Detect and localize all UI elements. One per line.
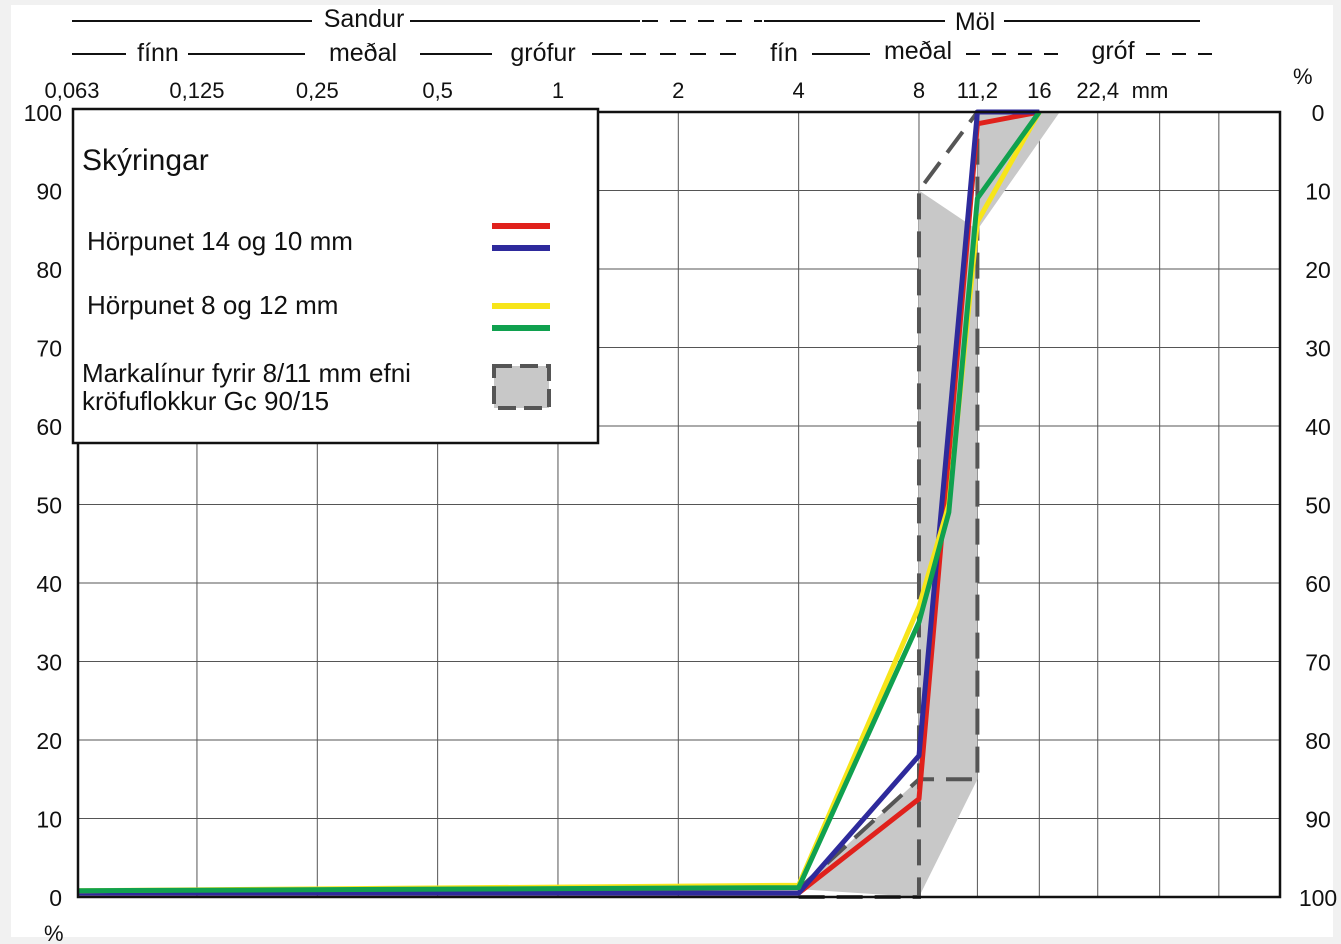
legend-swatch-envelope (492, 364, 551, 410)
x-tick: 8 (913, 78, 925, 103)
legend-title: Skýringar (82, 144, 209, 177)
x-axis: 0,063 0,125 0,25 0,5 1 2 4 8 11,2 16 22,4 (44, 78, 1119, 103)
x-tick: 2 (672, 78, 684, 103)
series-line-3 (77, 110, 1042, 894)
x-tick: 11,2 (957, 78, 998, 103)
y-unit-left: % (44, 921, 64, 944)
y-tick-right: 100 (1299, 885, 1337, 911)
x-tick: 0,125 (169, 78, 224, 103)
header-sandur: Sandur (324, 5, 405, 33)
envelope-area (798, 112, 1060, 897)
x-tick: 0,063 (44, 78, 99, 103)
header-medal-mol: meðal (884, 37, 952, 65)
y-tick-right: 20 (1305, 257, 1331, 283)
y-tick-left: 30 (36, 650, 62, 676)
x-tick: 22,4 (1076, 78, 1119, 103)
y-tick-left: 60 (36, 414, 62, 440)
y-tick-right: 90 (1305, 807, 1331, 833)
y-tick-left: 50 (36, 493, 62, 519)
x-tick: 0,25 (296, 78, 339, 103)
y-tick-right: 0 (1312, 100, 1325, 126)
y-tick-right: 10 (1305, 179, 1331, 205)
y-tick-left: 0 (49, 885, 62, 911)
y-axis-left: 0 10 20 30 40 50 60 70 80 90 100 (24, 100, 62, 911)
legend-box (71, 107, 600, 445)
legend: Skýringar Hörpunet 14 og 10 mm Hörpunet … (71, 107, 600, 445)
y-tick-left: 40 (36, 571, 62, 597)
size-header-sub: fínn meðal grófur fín meðal gróf (72, 37, 1220, 67)
plot-frame (76, 110, 1282, 899)
header-mol: Möl (955, 8, 995, 36)
header-grof: gróf (1091, 37, 1134, 65)
y-tick-right: 40 (1305, 414, 1331, 440)
x-tick: 16 (1027, 78, 1051, 103)
y-tick-left: 90 (36, 179, 62, 205)
header-finn: fínn (137, 39, 179, 67)
header-medal-sand: meðal (329, 39, 397, 67)
size-header-top: Sandur Möl (72, 5, 1200, 36)
y-tick-left: 70 (36, 336, 62, 362)
x-unit: mm (1132, 78, 1169, 103)
y-tick-right: 30 (1305, 336, 1331, 362)
legend-label-1: Hörpunet 14 og 10 mm (87, 226, 353, 256)
legend-label-2: Hörpunet 8 og 12 mm (87, 290, 338, 320)
y-tick-right: 80 (1305, 728, 1331, 754)
y-tick-left: 100 (24, 100, 62, 126)
y-tick-right: 50 (1305, 493, 1331, 519)
header-grofur: grófur (510, 39, 575, 67)
y-tick-right: 60 (1305, 571, 1331, 597)
legend-label-3b: kröfuflokkur Gc 90/15 (82, 386, 329, 416)
y-tick-left: 20 (36, 728, 62, 754)
y-tick-left: 80 (36, 257, 62, 283)
legend-label-3a: Markalínur fyrir 8/11 mm efni (82, 358, 411, 388)
y-tick-right: 70 (1305, 650, 1331, 676)
x-tick: 1 (552, 78, 564, 103)
y-unit-right: % (1293, 64, 1313, 89)
x-tick: 0,5 (422, 78, 453, 103)
header-fin: fín (770, 39, 798, 67)
x-tick: 4 (793, 78, 805, 103)
y-tick-left: 10 (36, 807, 62, 833)
